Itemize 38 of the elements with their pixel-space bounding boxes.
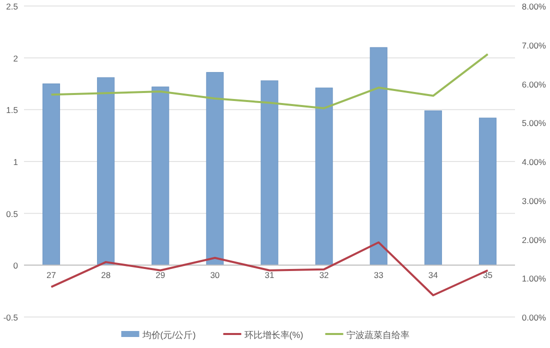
- bar: [478, 118, 496, 266]
- legend-label: 环比增长率(%): [244, 330, 304, 340]
- bar: [206, 72, 224, 266]
- y-tick-label: -0.5: [3, 312, 18, 322]
- legend-label: 宁波蔬菜自给率: [346, 330, 410, 340]
- x-tick-label: 29: [156, 270, 166, 280]
- x-tick-label: 34: [428, 270, 438, 280]
- y2-tick-label: 8.00%: [522, 2, 546, 12]
- bar: [42, 84, 60, 266]
- x-tick-label: 33: [374, 270, 384, 280]
- y2-tick-label: 2.00%: [522, 234, 546, 245]
- y2-tick-label: 1.00%: [522, 274, 546, 284]
- line-series: [50, 53, 489, 110]
- bar: [370, 47, 388, 266]
- y-tick-label: 0: [13, 260, 18, 271]
- y2-tick-label: 3.00%: [522, 196, 546, 206]
- x-tick-label: 27: [46, 270, 56, 280]
- y2-tick-label: 7.00%: [522, 40, 546, 50]
- y-tick-label: 2.5: [6, 2, 18, 12]
- y2-tick-label: 0.00%: [522, 312, 546, 322]
- y2-tick-label: 4.00%: [522, 157, 546, 167]
- y-tick-label: 2: [13, 53, 18, 64]
- bar: [424, 110, 442, 266]
- y-tick-label: 1.5: [6, 105, 18, 116]
- bar: [315, 88, 333, 266]
- y-tick-label: 0.5: [6, 208, 18, 219]
- y-tick-label: 1: [13, 157, 18, 167]
- x-tick-label: 31: [264, 270, 274, 280]
- bar: [97, 77, 115, 266]
- y2-tick-label: 6.00%: [522, 79, 546, 90]
- y2-tick-label: 5.00%: [522, 118, 546, 128]
- x-tick-label: 32: [319, 270, 330, 280]
- bar: [260, 80, 278, 266]
- x-tick-label: 28: [101, 270, 111, 280]
- bar: [152, 86, 170, 266]
- x-tick-label: 30: [210, 270, 220, 280]
- x-tick-label: 35: [482, 270, 493, 280]
- legend-label: 均价(元/公斤): [141, 330, 196, 340]
